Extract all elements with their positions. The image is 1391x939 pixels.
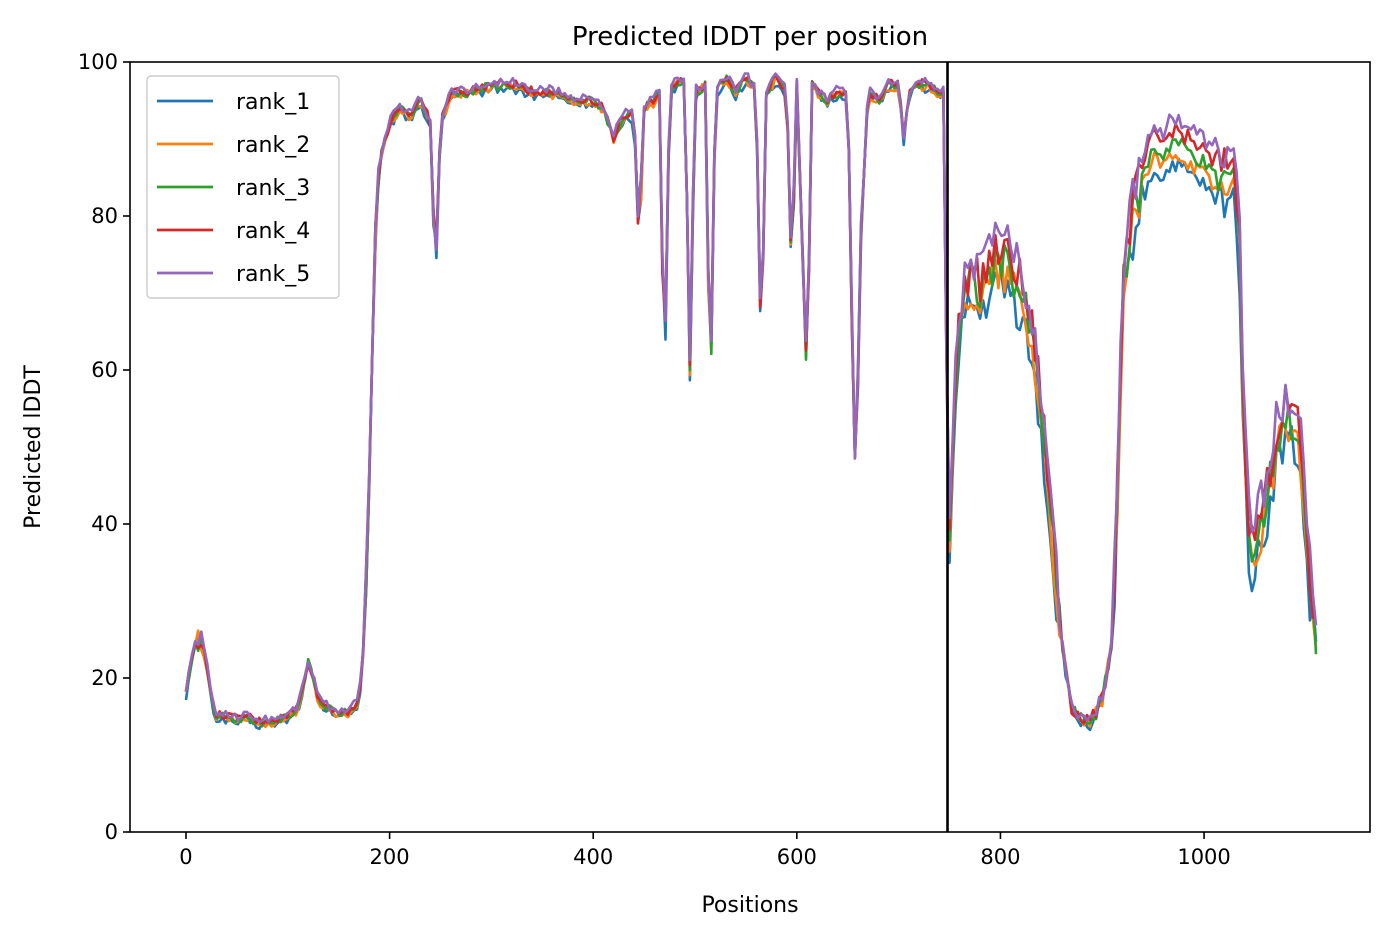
- x-tick-label: 0: [179, 845, 192, 869]
- x-tick-label: 600: [777, 845, 817, 869]
- axes: 0 200 400 600 800 1000 0 20 40 60 80 100: [78, 50, 1371, 869]
- legend-label-rank_5: rank_5: [236, 262, 310, 287]
- legend: rank_1 rank_2 rank_3 rank_4 rank_5: [146, 75, 340, 299]
- y-tick-label: 0: [105, 820, 118, 844]
- y-tick-label: 40: [91, 512, 118, 536]
- x-tick-label: 200: [370, 845, 410, 869]
- plot-area: [184, 62, 1318, 832]
- legend-label-rank_3: rank_3: [236, 176, 310, 201]
- x-tick-label: 400: [573, 845, 613, 869]
- y-tick-label: 20: [91, 666, 118, 690]
- legend-label-rank_1: rank_1: [236, 90, 310, 115]
- series-line-rank_2: [184, 75, 1318, 729]
- series-line-rank_4: [184, 73, 1317, 725]
- y-tick-label: 100: [78, 50, 118, 74]
- legend-label-rank_2: rank_2: [236, 133, 310, 158]
- series-line-rank_1: [184, 78, 1318, 732]
- legend-box: [146, 75, 340, 299]
- x-tick-label: 800: [980, 845, 1020, 869]
- chart-title: Predicted lDDT per position: [572, 22, 928, 52]
- y-axis-label: Predicted lDDT: [21, 365, 46, 529]
- legend-label-rank_4: rank_4: [236, 219, 310, 244]
- x-tick-label: 1000: [1177, 845, 1230, 869]
- series-line-rank_5: [184, 72, 1318, 724]
- y-tick-label: 60: [91, 358, 118, 382]
- y-tick-label: 80: [91, 204, 118, 228]
- series-line-rank_3: [184, 74, 1318, 728]
- plot-frame: [129, 61, 1371, 833]
- series-lines: [184, 72, 1318, 732]
- x-axis-label: Positions: [701, 893, 798, 918]
